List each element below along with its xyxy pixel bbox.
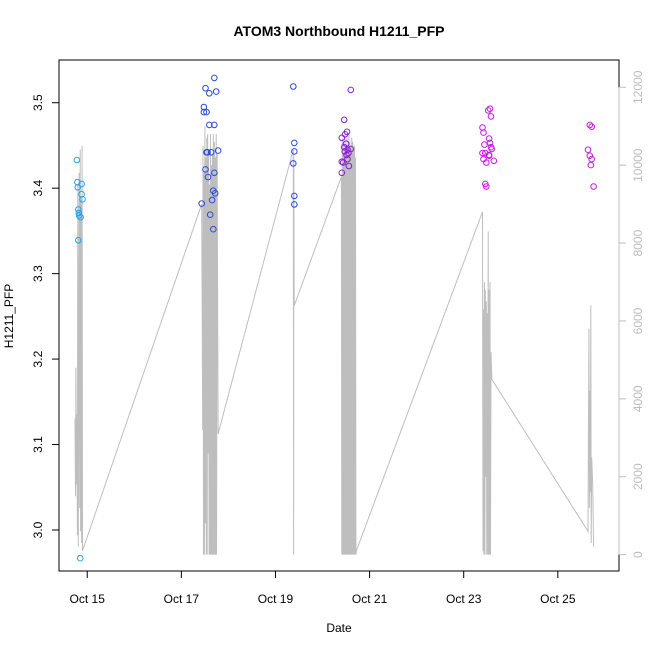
y-tick-label: 3.5 (31, 94, 45, 111)
data-point (486, 139, 494, 147)
altitude-segment-2 (82, 126, 219, 555)
data-point (211, 169, 218, 177)
y2-tick-label: 0 (631, 551, 645, 558)
data-point (206, 121, 213, 129)
data-point (338, 169, 346, 177)
x-tick-label: Oct 17 (164, 592, 200, 606)
y2-tick-label: 2000 (631, 463, 645, 490)
data-point (291, 201, 298, 208)
data-point (78, 180, 85, 188)
data-point (479, 149, 486, 157)
data-point (588, 155, 596, 163)
data-point (202, 84, 209, 92)
y-axis-label: H1211_PFP (2, 284, 16, 348)
data-point (490, 157, 498, 165)
data-point (75, 209, 83, 217)
x-tick-label: Oct 25 (540, 592, 576, 606)
data-point (488, 145, 496, 153)
chart-title: ATOM3 Northbound H1211_PFP (233, 23, 444, 39)
data-point (291, 139, 298, 147)
data-point (75, 212, 83, 219)
data-point (290, 160, 297, 167)
data-point (211, 190, 219, 197)
data-point (200, 108, 208, 116)
x-tick-label: Oct 15 (70, 592, 106, 606)
data-point (214, 147, 222, 154)
data-point (204, 173, 212, 181)
x-tick-label: Oct 19 (258, 592, 294, 606)
data-point (481, 141, 488, 148)
data-point (210, 225, 217, 233)
y2-tick-label: 12000 (631, 70, 645, 104)
y2-tick-label: 4000 (631, 385, 645, 412)
data-point (76, 554, 84, 562)
data-point (590, 183, 597, 190)
x-axis-label: Date (326, 621, 352, 635)
data-point (211, 121, 218, 129)
data-point (212, 88, 220, 95)
data-point (486, 105, 494, 112)
altitude-segment-1 (74, 145, 83, 551)
x-tick-label: Oct 21 (352, 592, 388, 606)
data-point (74, 184, 82, 191)
data-point (338, 134, 346, 142)
x-tick-label: Oct 23 (446, 592, 482, 606)
axes: 3.0 3.1 3.2 3.3 3.4 3.5 0 2000 4000 6000 8000 10000… (31, 59, 645, 606)
data-point (343, 151, 350, 159)
data-point (340, 116, 348, 124)
data-point (483, 159, 490, 166)
data-point (342, 140, 350, 147)
data-point (584, 146, 592, 153)
data-point (75, 237, 82, 244)
y2-tick-label: 6000 (631, 307, 645, 334)
data-point (211, 74, 218, 82)
y2-tick-label: 8000 (631, 229, 645, 256)
data-point (291, 192, 298, 200)
data-point (588, 123, 596, 130)
y-tick-label: 3.4 (31, 180, 45, 197)
data-point (586, 121, 594, 129)
data-point (73, 156, 81, 164)
data-point (198, 200, 205, 207)
data-point (345, 162, 353, 170)
altitude-segment-5 (355, 211, 595, 555)
y-tick-label: 3.1 (31, 436, 45, 453)
data-point (587, 161, 595, 169)
y-tick-label: 3.0 (31, 521, 45, 538)
y-tick-label: 3.2 (31, 350, 45, 367)
data-point (77, 213, 84, 221)
data-points (73, 74, 597, 562)
altitude-segment-3 (217, 149, 295, 555)
data-point (480, 129, 487, 136)
data-point (203, 108, 210, 116)
data-point (344, 155, 351, 163)
data-point (208, 196, 216, 204)
data-point (204, 149, 211, 156)
data-point (343, 128, 351, 136)
data-point (206, 211, 214, 218)
data-point (484, 107, 492, 114)
y-tick-label: 3.3 (31, 265, 45, 282)
data-point (483, 183, 490, 190)
data-point (347, 86, 355, 94)
data-point (291, 148, 298, 155)
data-point (586, 152, 594, 159)
data-point (347, 145, 355, 153)
data-point (79, 196, 86, 203)
data-point (202, 166, 209, 173)
y2-tick-label: 10000 (631, 148, 645, 182)
data-point (75, 206, 82, 213)
altitude-trace (74, 126, 595, 555)
data-point (487, 113, 495, 120)
data-point (290, 83, 297, 90)
data-point (207, 149, 215, 156)
data-point (485, 135, 493, 142)
data-point (339, 159, 347, 166)
altitude-segment-4 (293, 133, 357, 555)
data-point (485, 152, 493, 159)
data-point (206, 90, 213, 97)
